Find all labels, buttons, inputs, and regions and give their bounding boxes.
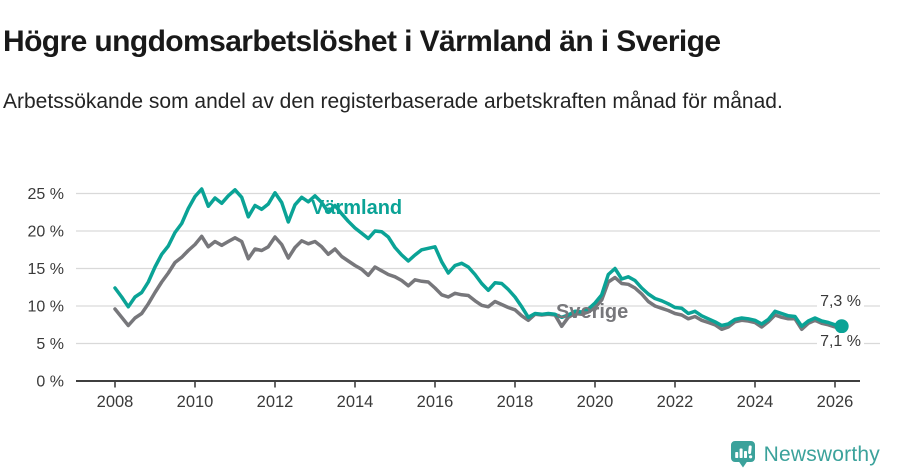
- page-title: Högre ungdomsarbetslöshet i Värmland än …: [3, 25, 721, 59]
- varmland-end-value-label: 7,3 %: [817, 293, 864, 311]
- varmland-line: [113, 187, 844, 329]
- x-axis-label: 2026: [817, 393, 854, 411]
- x-axis-label: 2008: [97, 393, 134, 411]
- y-axis-label: 0 %: [36, 374, 64, 391]
- y-axis-label: 15 %: [28, 261, 64, 278]
- y-axis-label: 5 %: [36, 336, 64, 353]
- sverige-line: [113, 234, 844, 332]
- x-axis-label: 2012: [257, 393, 294, 411]
- x-axis-label: 2014: [337, 393, 374, 411]
- sverige-end-value-label: 7,1 %: [817, 333, 864, 351]
- x-axis-label: 2018: [497, 393, 534, 411]
- newsworthy-logo[interactable]: Newsworthy: [730, 440, 880, 469]
- x-axis-ticks: [114, 381, 836, 388]
- newsworthy-brand-text: Newsworthy: [763, 442, 880, 466]
- y-axis-label: 20 %: [28, 224, 64, 241]
- x-axis-label: 2022: [657, 393, 694, 411]
- varmland-end-dot: [834, 319, 849, 334]
- x-axis-label: 2010: [177, 393, 214, 411]
- gridlines: [76, 192, 880, 345]
- y-axis-tick-labels: 0 % 5 % 10 % 15 % 20 % 25 %: [28, 186, 64, 391]
- x-axis-label: 2016: [417, 393, 454, 411]
- varmland-series-label: Värmland: [311, 197, 403, 219]
- unemployment-line-chart: 0 %5 %10 %15 %20 %25 % 2008 2010 2012 2014 2…: [28, 186, 880, 411]
- x-axis-tick-labels: 2008 2010 2012 2014 2016 2018 2020 2022 2024 2026: [97, 393, 854, 411]
- y-axis-label: 25 %: [28, 186, 64, 203]
- y-axis-label: 10 %: [28, 299, 64, 316]
- sverige-series-label: Sverige: [556, 301, 629, 323]
- page-subtitle: Arbetssökande som andel av den registerb…: [3, 90, 783, 113]
- x-axis-label: 2024: [737, 393, 774, 411]
- newsworthy-pin-bar-chart-icon: [730, 441, 755, 468]
- x-axis-label: 2020: [577, 393, 614, 411]
